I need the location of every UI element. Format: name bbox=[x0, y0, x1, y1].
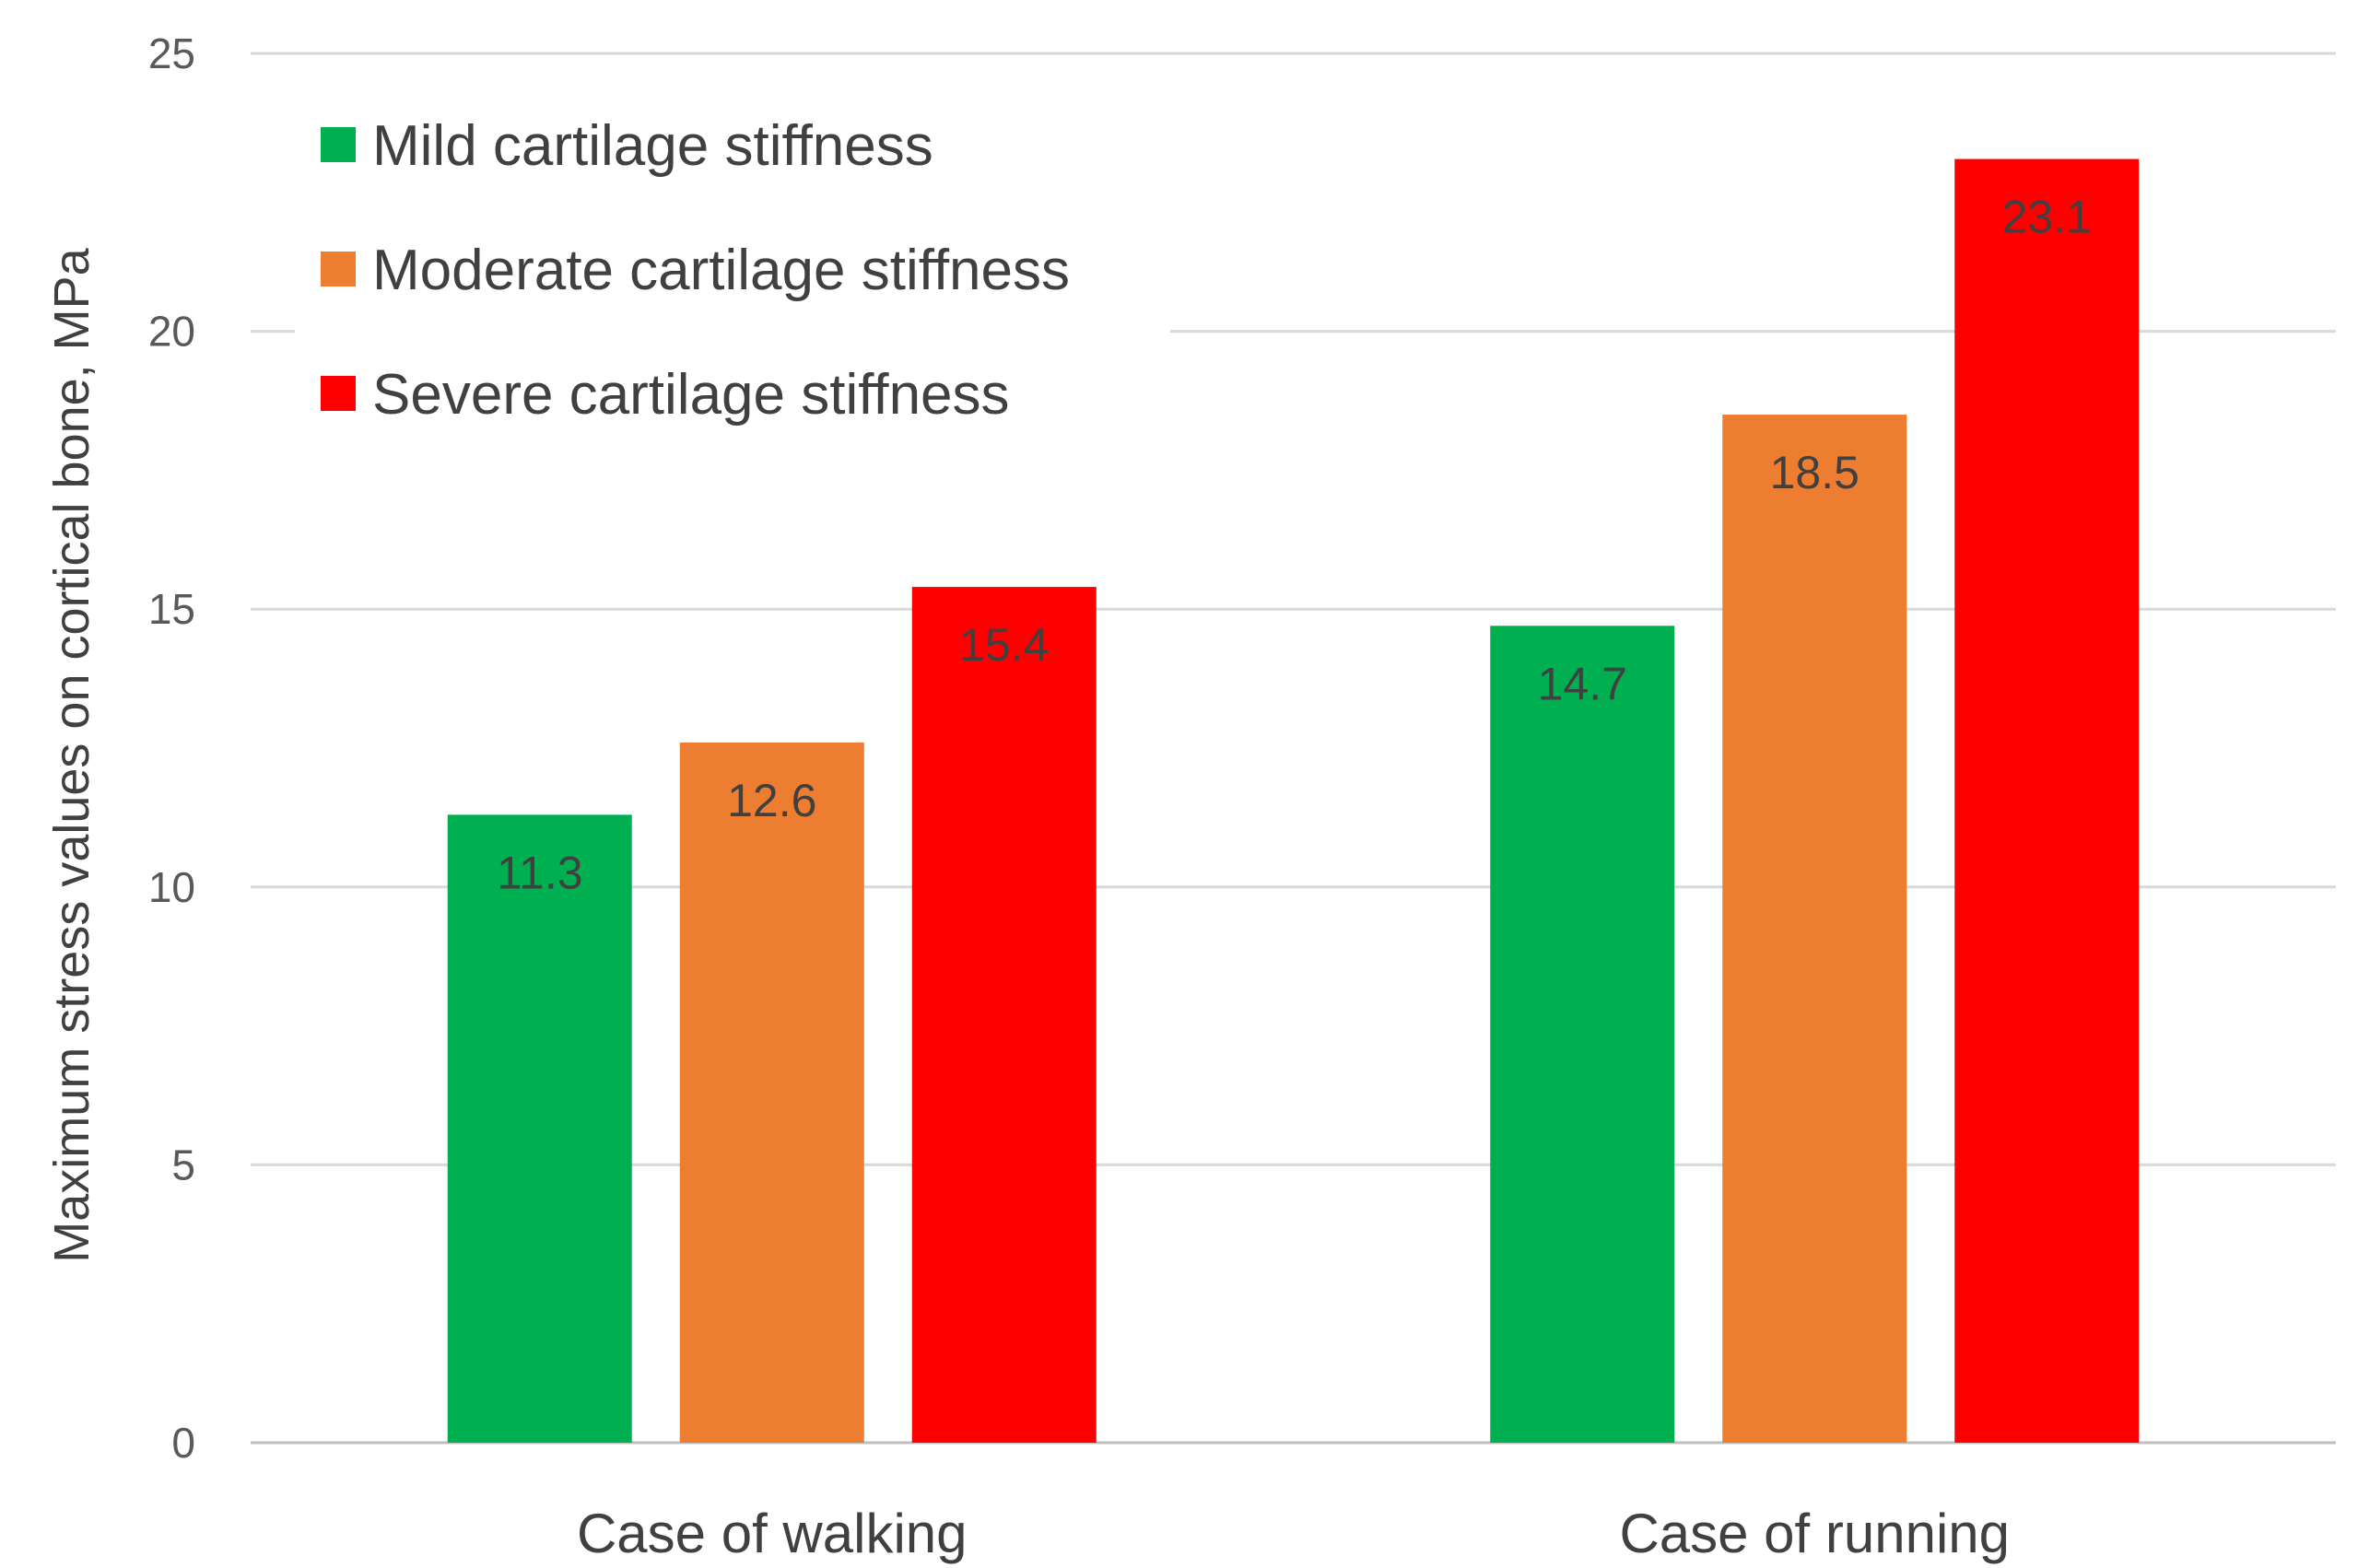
y-tick-label: 5 bbox=[171, 1141, 195, 1188]
bar-mild-cartilage-stiffness-walking bbox=[447, 814, 632, 1443]
bar-mild-cartilage-stiffness-running bbox=[1490, 626, 1675, 1443]
data-label: 18.5 bbox=[1770, 447, 1859, 498]
y-tick-label: 20 bbox=[148, 308, 195, 356]
legend-swatch bbox=[321, 127, 356, 162]
legend-swatch bbox=[321, 376, 356, 411]
bar-severe-cartilage-stiffness-walking bbox=[911, 587, 1097, 1443]
y-tick-label: 0 bbox=[171, 1419, 195, 1467]
bar-severe-cartilage-stiffness-running bbox=[1954, 158, 2140, 1443]
x-category-label: Case of running bbox=[1619, 1503, 2010, 1564]
axes: Maximum stress values on cortical bone, … bbox=[44, 29, 2010, 1564]
data-label: 12.6 bbox=[727, 775, 816, 826]
data-label: 15.4 bbox=[959, 619, 1049, 671]
legend-label: Moderate cartilage stiffness bbox=[372, 239, 1070, 302]
y-tick-label: 10 bbox=[148, 863, 195, 911]
data-labels: 11.3 12.6 15.4 14.7 18.5 23.1 bbox=[497, 192, 2092, 899]
legend: Mild cartilage stiffness Moderate cartila… bbox=[295, 88, 1170, 447]
legend-label: Severe cartilage stiffness bbox=[372, 363, 1010, 427]
y-tick-label: 25 bbox=[148, 29, 195, 77]
data-label: 23.1 bbox=[2002, 192, 2092, 243]
bar-moderate-cartilage-stiffness-running bbox=[1722, 415, 1907, 1444]
legend-label: Mild cartilage stiffness bbox=[372, 114, 933, 178]
x-category-label: Case of walking bbox=[577, 1503, 968, 1564]
data-label: 11.3 bbox=[497, 847, 583, 898]
bar-moderate-cartilage-stiffness-walking bbox=[679, 742, 864, 1443]
y-axis-title: Maximum stress values on cortical bone, … bbox=[44, 247, 100, 1262]
legend-swatch bbox=[321, 252, 356, 287]
bars bbox=[447, 158, 2140, 1444]
data-label: 14.7 bbox=[1538, 658, 1627, 709]
legend-background bbox=[295, 88, 1170, 447]
y-tick-label: 15 bbox=[148, 585, 195, 633]
